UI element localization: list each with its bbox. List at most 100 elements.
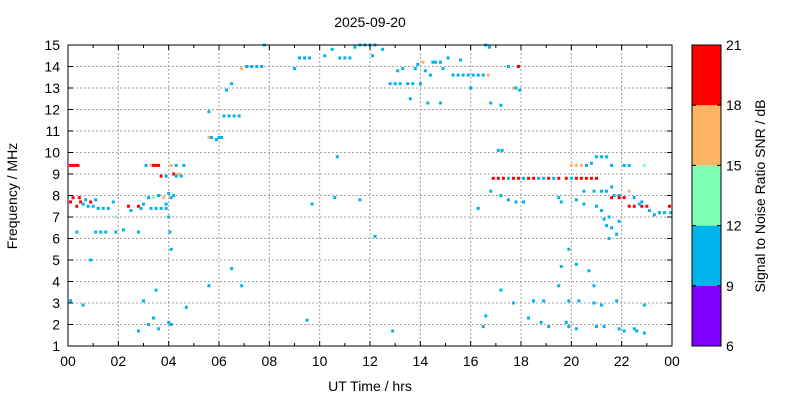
data-point bbox=[398, 82, 402, 86]
data-point bbox=[255, 65, 259, 68]
data-point bbox=[602, 325, 606, 329]
data-point bbox=[506, 176, 510, 180]
data-point bbox=[627, 204, 631, 208]
chart-title: 2025-09-20 bbox=[334, 14, 406, 30]
data-point bbox=[169, 247, 173, 251]
data-point bbox=[225, 88, 229, 92]
data-point bbox=[298, 56, 302, 60]
data-point bbox=[451, 73, 455, 77]
data-point bbox=[589, 161, 593, 165]
data-point bbox=[627, 189, 631, 193]
colorbar-label: Signal to Noise Ratio SNR / dB bbox=[752, 100, 768, 293]
y-tick-label: 1 bbox=[52, 338, 60, 354]
x-tick-label: 22 bbox=[614, 353, 630, 369]
data-point bbox=[94, 230, 98, 234]
data-point bbox=[164, 174, 168, 178]
data-point bbox=[582, 189, 586, 193]
data-point bbox=[106, 206, 110, 210]
data-point bbox=[500, 148, 504, 152]
data-point bbox=[569, 163, 573, 167]
data-point bbox=[310, 202, 314, 206]
data-point bbox=[456, 73, 460, 77]
data-point bbox=[595, 325, 598, 329]
data-point bbox=[147, 323, 151, 326]
data-point bbox=[423, 69, 427, 73]
data-point bbox=[174, 174, 178, 178]
data-point bbox=[592, 301, 596, 305]
data-point bbox=[637, 202, 641, 206]
data-point bbox=[567, 325, 571, 329]
data-point bbox=[169, 163, 173, 167]
data-point bbox=[164, 206, 168, 210]
data-point bbox=[142, 299, 145, 303]
colorbar-band bbox=[692, 105, 721, 166]
data-point bbox=[605, 224, 609, 228]
data-point bbox=[157, 163, 161, 167]
data-point bbox=[217, 135, 221, 139]
data-point bbox=[433, 60, 437, 64]
data-point bbox=[94, 198, 98, 202]
data-point bbox=[461, 73, 465, 77]
y-tick-label: 6 bbox=[52, 231, 60, 247]
data-point bbox=[582, 202, 586, 206]
data-point bbox=[381, 47, 385, 51]
data-point bbox=[353, 45, 357, 49]
data-point bbox=[569, 176, 573, 180]
data-point bbox=[605, 155, 609, 159]
data-point bbox=[421, 60, 425, 64]
y-tick-label: 7 bbox=[52, 209, 60, 225]
data-point bbox=[222, 114, 226, 118]
data-point bbox=[627, 163, 631, 167]
colorbar-frame bbox=[691, 44, 722, 347]
data-point bbox=[595, 204, 598, 208]
data-point bbox=[99, 230, 103, 234]
data-point bbox=[589, 176, 593, 180]
data-point bbox=[552, 176, 556, 180]
data-point bbox=[182, 163, 186, 167]
data-point bbox=[615, 232, 619, 236]
data-point bbox=[491, 176, 495, 180]
data-point bbox=[532, 299, 536, 303]
data-point bbox=[303, 56, 307, 60]
data-point bbox=[75, 204, 79, 208]
data-point bbox=[522, 176, 526, 180]
data-point bbox=[101, 206, 105, 210]
data-point bbox=[617, 194, 621, 197]
data-point bbox=[527, 316, 531, 320]
data-point bbox=[501, 176, 505, 180]
data-point bbox=[240, 284, 244, 288]
data-point bbox=[69, 200, 73, 204]
data-point bbox=[499, 103, 503, 107]
data-point bbox=[595, 155, 598, 159]
data-point bbox=[489, 189, 493, 193]
data-point bbox=[522, 200, 526, 204]
data-point bbox=[600, 155, 604, 159]
data-point bbox=[516, 65, 520, 68]
data-point bbox=[373, 234, 377, 238]
x-tick-label: 08 bbox=[262, 353, 278, 369]
data-point bbox=[401, 67, 405, 71]
data-point bbox=[172, 194, 176, 197]
data-point bbox=[547, 325, 551, 329]
data-point bbox=[157, 194, 161, 197]
data-point bbox=[592, 189, 596, 193]
data-point bbox=[174, 163, 178, 167]
data-point bbox=[260, 65, 264, 68]
data-point bbox=[506, 65, 510, 68]
colorbar-tick-label: 12 bbox=[726, 218, 742, 234]
x-tick-label: 06 bbox=[211, 353, 227, 369]
data-point bbox=[610, 196, 614, 200]
data-point bbox=[662, 211, 666, 215]
data-point bbox=[622, 196, 626, 200]
x-axis-label: UT Time / hrs bbox=[328, 378, 412, 394]
data-point bbox=[484, 314, 488, 318]
data-point bbox=[75, 230, 79, 234]
data-point bbox=[657, 211, 661, 215]
data-point bbox=[438, 60, 442, 64]
data-point bbox=[406, 82, 410, 86]
data-point bbox=[179, 174, 183, 178]
data-point bbox=[564, 320, 568, 324]
data-point bbox=[557, 176, 561, 180]
data-point bbox=[426, 101, 430, 105]
data-point bbox=[428, 73, 432, 77]
